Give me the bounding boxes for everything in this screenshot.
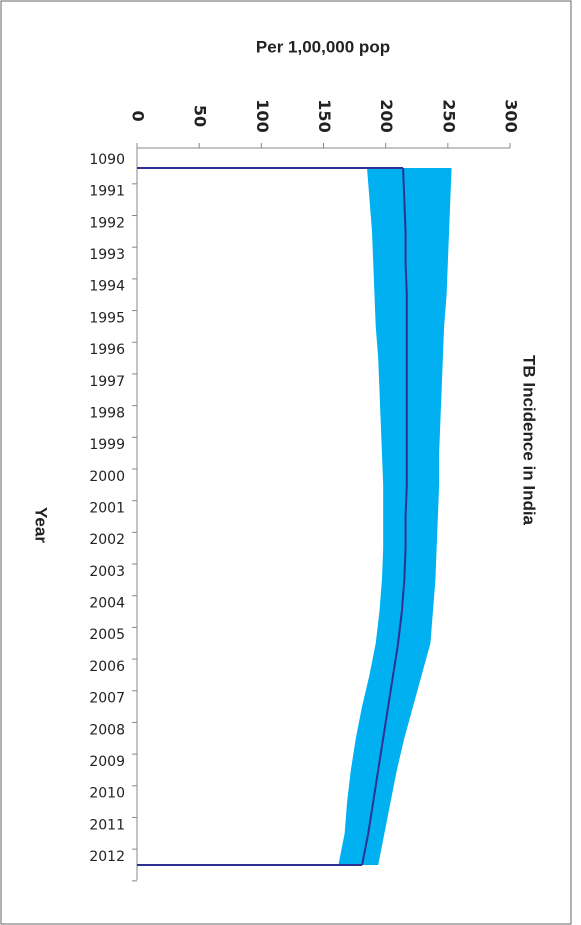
category-tick-label: 2012	[89, 849, 125, 865]
category-tick-label: 2000	[89, 469, 125, 485]
category-tick-label: 2009	[89, 754, 125, 770]
category-tick-label: 1996	[89, 342, 125, 358]
category-tick-label: 2007	[89, 691, 125, 707]
category-tick-label: 2004	[89, 596, 125, 612]
category-tick-label: 2001	[89, 501, 125, 517]
category-tick-label: 1991	[89, 184, 125, 200]
value-tick-label: 250	[439, 99, 458, 132]
category-tick-label: 2003	[89, 564, 125, 580]
category-tick-label: 2008	[89, 722, 125, 738]
category-tick-label: 2011	[89, 817, 125, 833]
category-tick-label: 1993	[89, 247, 125, 263]
category-tick-label: 1998	[89, 405, 125, 421]
category-axis-label: Year	[32, 507, 51, 543]
category-tick-label: 1995	[89, 310, 125, 326]
value-tick-label: 200	[377, 99, 396, 132]
value-tick-label: 100	[253, 99, 272, 132]
value-tick-label: 50	[191, 105, 210, 127]
category-tick-label: 2002	[89, 532, 125, 548]
line	[361, 167, 408, 866]
value-tick-label: 150	[315, 99, 334, 132]
category-tick-label: 1994	[89, 279, 125, 295]
category-tick-label: 2005	[89, 627, 125, 643]
category-tick-label: 1999	[89, 437, 125, 453]
chart-title: TB Incidence in India	[520, 355, 539, 526]
category-tick-label: 2010	[89, 786, 125, 802]
band	[338, 168, 452, 865]
value-axis-label: Per 1,00,000 pop	[256, 37, 390, 56]
category-tick-label: 1997	[89, 374, 125, 390]
category-tick-label: 2006	[89, 659, 125, 675]
value-tick-label: 300	[502, 99, 521, 132]
category-tick-label: 1090	[89, 152, 125, 168]
category-tick-label: 1992	[89, 215, 125, 231]
value-tick-label: 0	[129, 110, 148, 121]
